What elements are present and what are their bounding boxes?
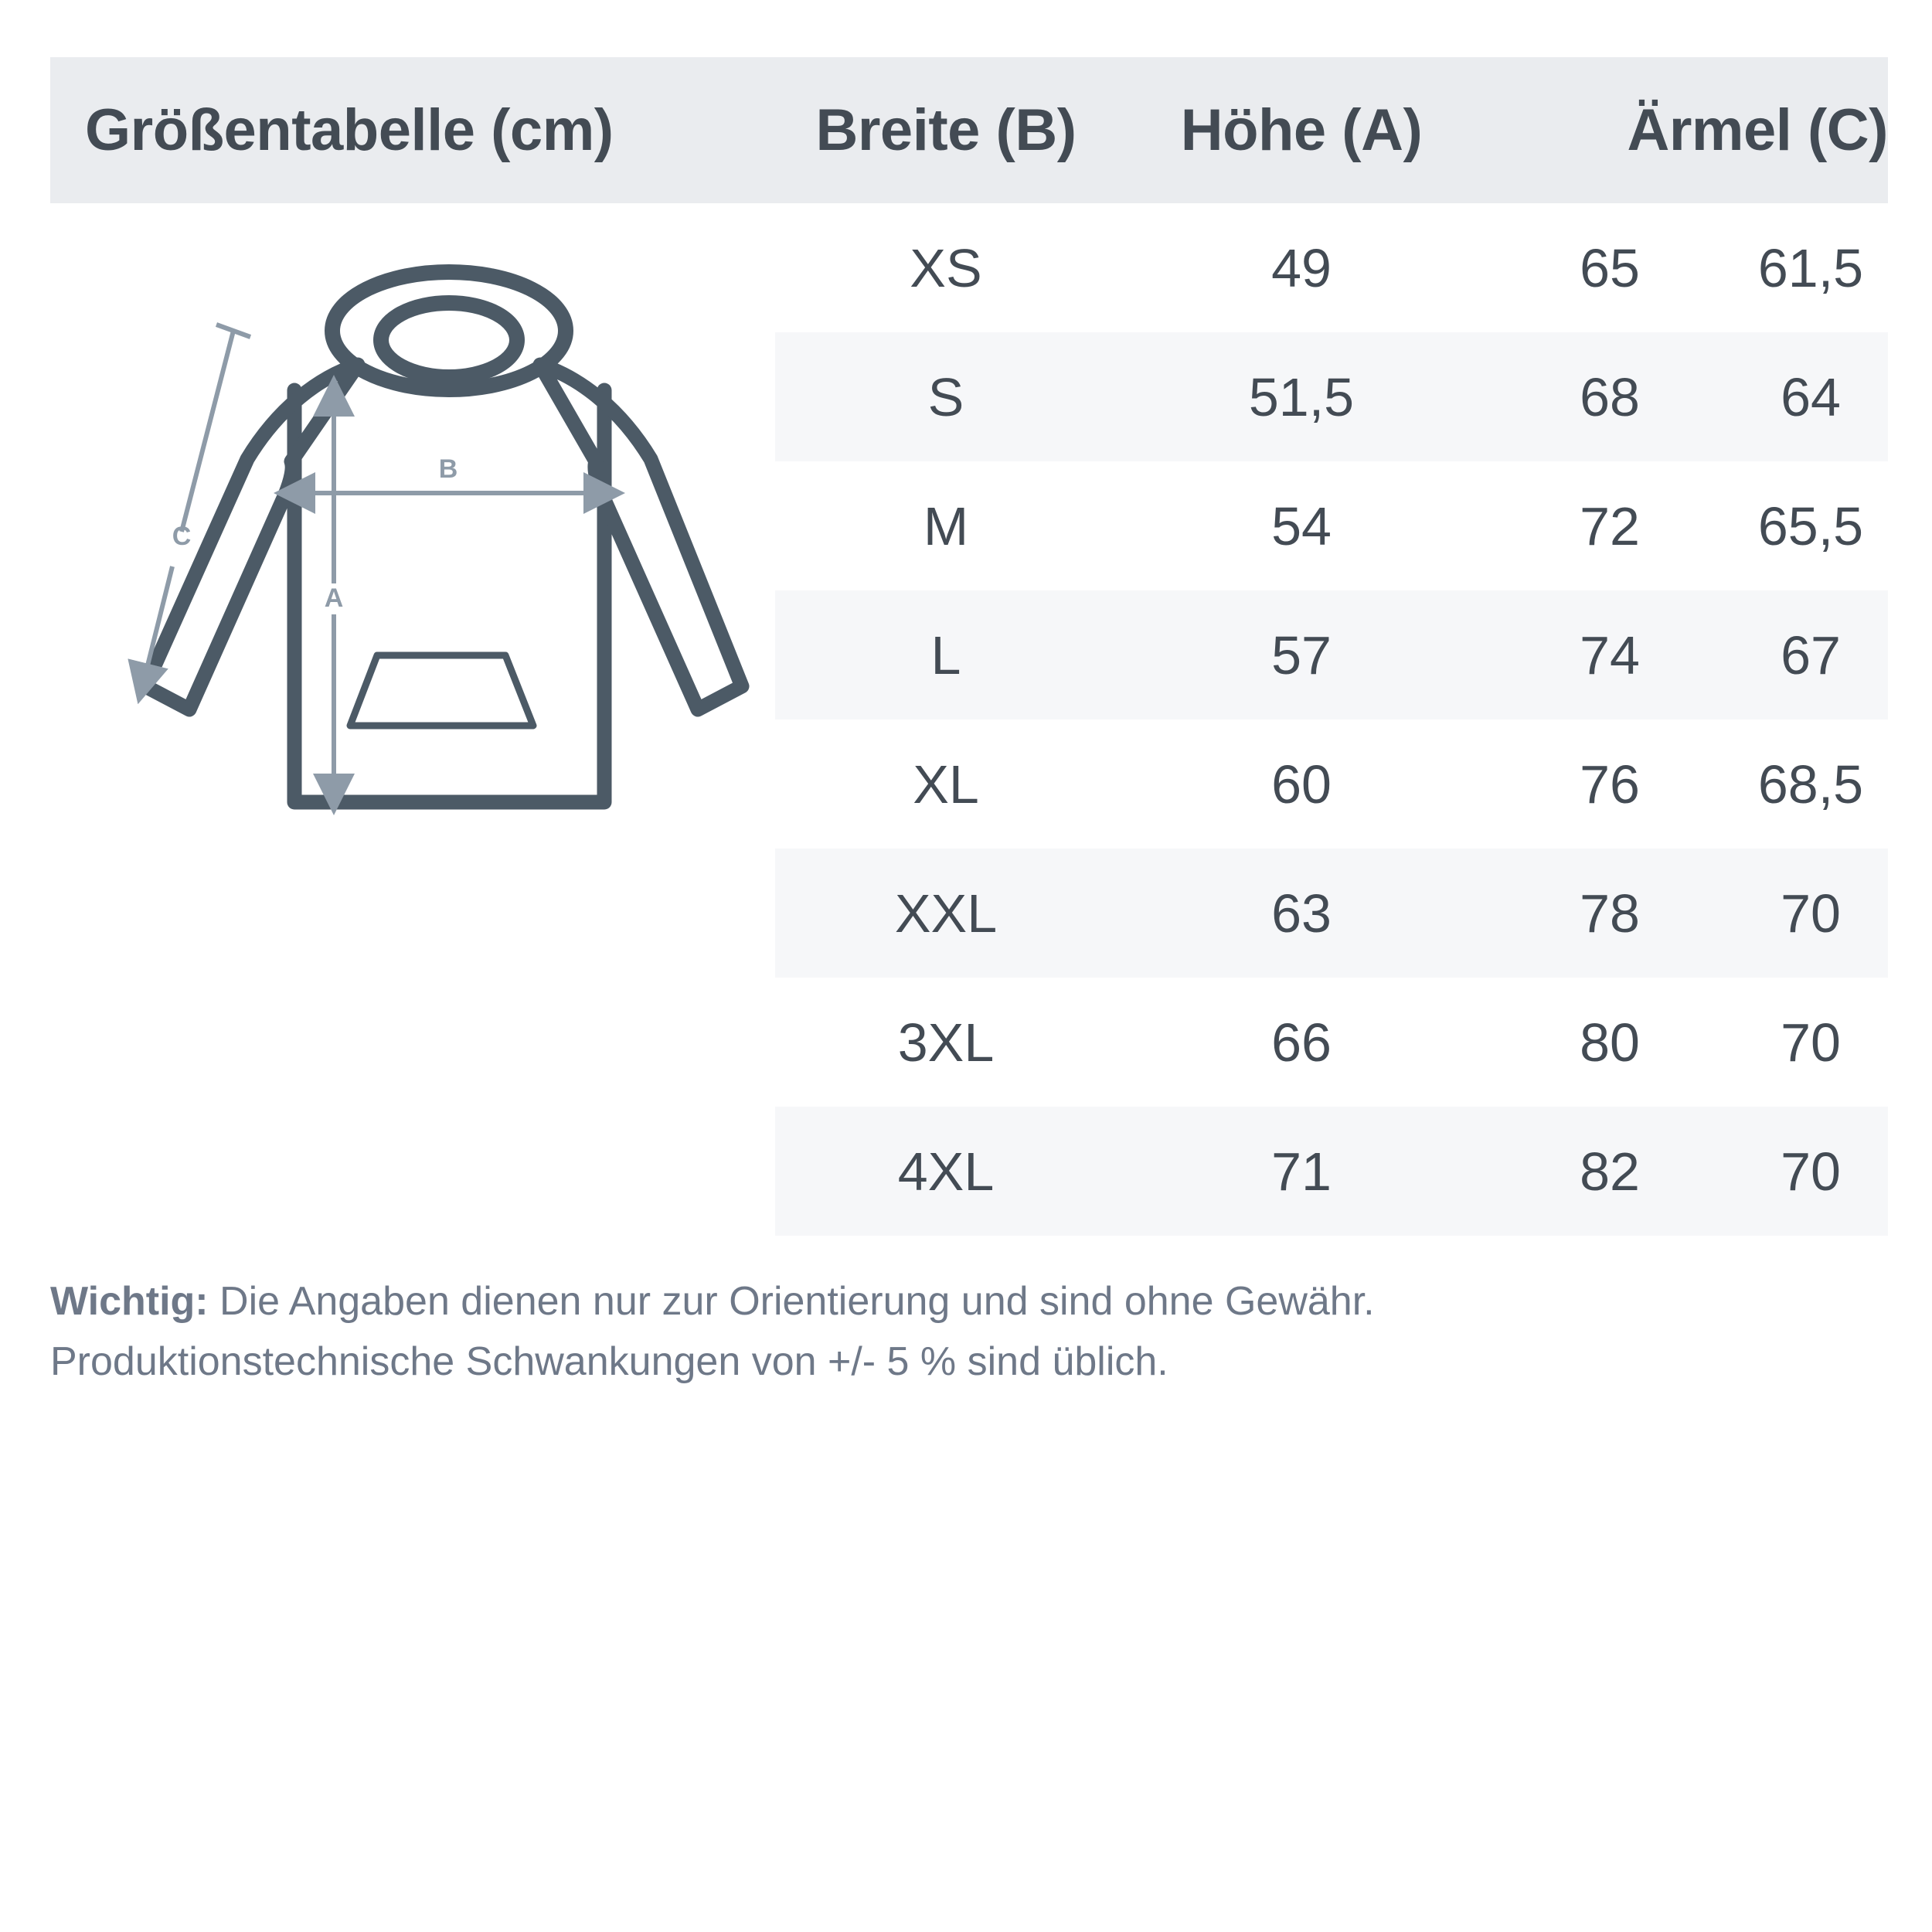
- svg-text:A: A: [325, 583, 344, 613]
- svg-text:B: B: [439, 454, 458, 484]
- svg-text:C: C: [172, 522, 192, 551]
